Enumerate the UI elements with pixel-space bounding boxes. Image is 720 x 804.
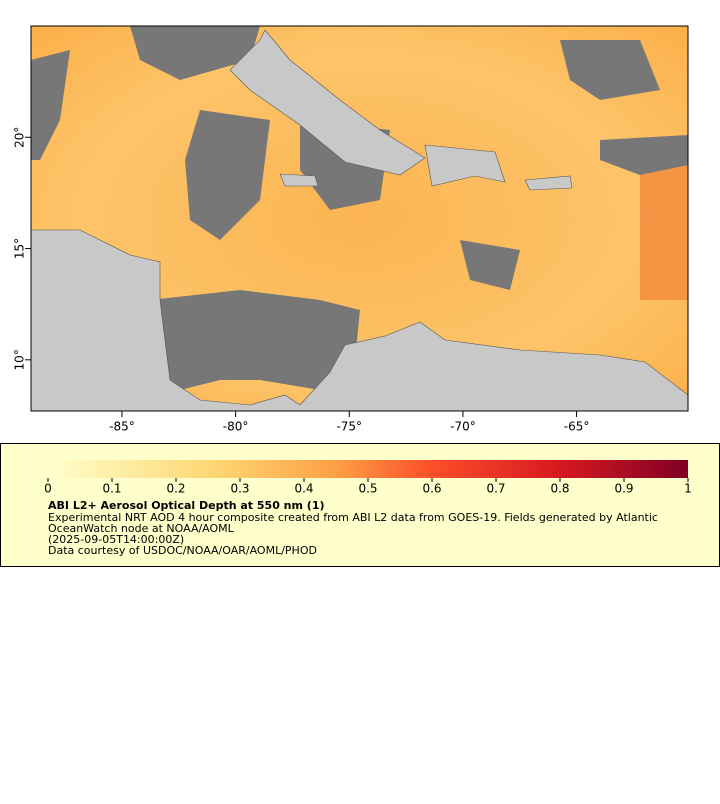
colorbar-tick-label: 0.7 [486, 482, 505, 496]
colorbar-tick-label: 0.5 [358, 482, 377, 496]
y-tick-label: 15° [13, 238, 27, 259]
legend-line: Data courtesy of USDOC/NOAA/OAR/AOML/PHO… [48, 544, 317, 557]
map-frame [30, 25, 689, 412]
x-tick-label: -85° [109, 420, 135, 434]
colorbar-tick-label: 0.4 [294, 482, 313, 496]
colorbar-tick-label: 0.9 [614, 482, 633, 496]
legend-line: Experimental NRT AOD 4 hour composite cr… [48, 511, 658, 524]
colorbar-tick-label: 1 [684, 482, 692, 496]
colorbar-tick-label: 0.1 [102, 482, 121, 496]
y-tick-label: 10° [13, 349, 27, 370]
colorbar-tick-label: 0.3 [230, 482, 249, 496]
colorbar-tick-label: 0.2 [166, 482, 185, 496]
legend-line: (2025-09-05T14:00:00Z) [48, 533, 184, 546]
colorbar-tick-label: 0.6 [422, 482, 441, 496]
x-tick-label: -70° [450, 420, 476, 434]
x-tick-label: -80° [223, 420, 249, 434]
map-image [31, 26, 688, 411]
x-tick-label: -65° [564, 420, 590, 434]
colorbar-tick-label: 0.8 [550, 482, 569, 496]
y-tick-label: 20° [13, 127, 27, 148]
colorbar-tick-label: 0 [44, 482, 52, 496]
x-tick-label: -75° [336, 420, 362, 434]
legend-line: OceanWatch node at NOAA/AOML [48, 522, 235, 535]
colorbar [48, 460, 688, 478]
legend-title: ABI L2+ Aerosol Optical Depth at 550 nm … [48, 499, 325, 512]
